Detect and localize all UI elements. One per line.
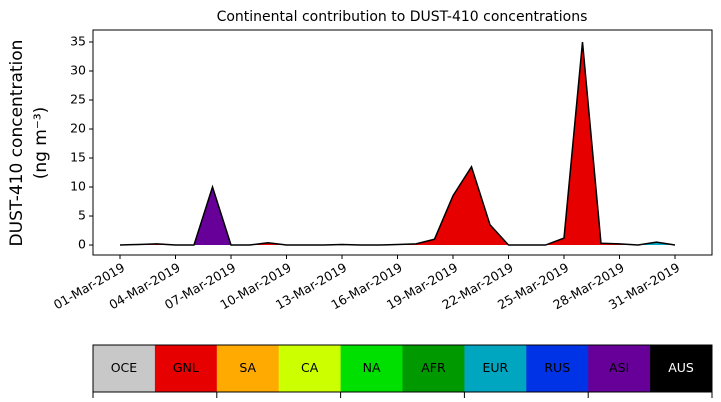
legend-swatch	[154, 345, 218, 392]
legend-label: SA	[239, 360, 256, 375]
legend-swatch	[650, 345, 713, 392]
legend-frame	[92, 344, 713, 393]
plot-frame	[92, 29, 713, 256]
y-tick-label: 35	[70, 34, 86, 49]
y-tick-label: 20	[70, 121, 86, 136]
y-axis-label: (ng m⁻³)	[31, 107, 51, 180]
legend-swatch	[278, 345, 342, 392]
y-tick-label: 15	[70, 150, 86, 165]
y-tick-label: 30	[70, 63, 86, 78]
y-tick-label: 5	[78, 208, 86, 223]
legend-label: NA	[363, 360, 381, 375]
legend-label: EUR	[482, 360, 508, 375]
chart-title: Continental contribution to DUST-410 con…	[217, 9, 588, 25]
y-axis-label: DUST-410 concentration	[7, 40, 27, 247]
legend-swatch	[464, 345, 527, 392]
legend-swatch	[93, 345, 156, 392]
stack-outline	[119, 41, 676, 246]
legend-label: OCE	[111, 360, 138, 375]
legend-label: GNL	[173, 360, 199, 375]
legend-label: AFR	[421, 360, 446, 375]
legend-label: ASI	[609, 360, 629, 375]
legend-label: AUS	[668, 360, 694, 375]
legend-swatch	[216, 345, 280, 392]
legend-swatch	[588, 345, 651, 392]
legend-swatch	[526, 345, 589, 392]
y-tick-label: 0	[78, 237, 86, 252]
legend-label: RUS	[544, 360, 570, 375]
legend-swatch	[340, 345, 403, 392]
legend-label: CA	[301, 360, 319, 375]
y-tick-label: 10	[70, 179, 86, 194]
legend-swatch	[402, 345, 465, 392]
y-tick-label: 25	[70, 92, 86, 107]
